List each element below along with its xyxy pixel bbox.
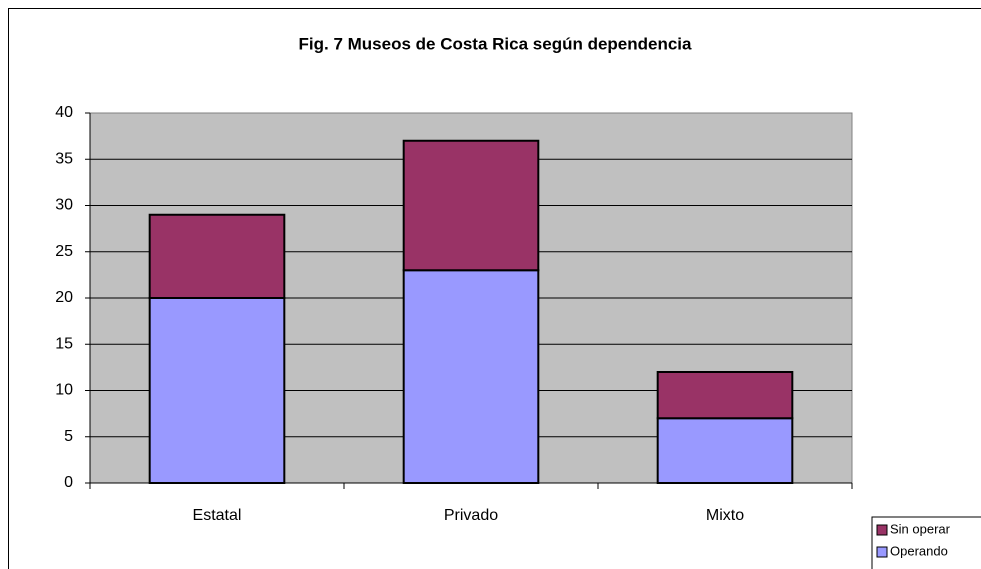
bar-segment (656, 371, 794, 420)
x-tick-label: Privado (444, 507, 498, 524)
bar-segment (148, 297, 286, 484)
x-tick-label: Estatal (193, 507, 242, 524)
bar-segment (402, 139, 540, 272)
y-tick-label: 0 (64, 474, 73, 491)
y-tick-label: 30 (55, 197, 73, 214)
x-tick-label: Mixto (706, 507, 744, 524)
y-tick-label: 5 (64, 428, 73, 445)
y-tick-label: 35 (55, 150, 73, 167)
y-tick-label: 25 (55, 243, 73, 260)
bar-segment (148, 213, 286, 299)
y-tick-label: 10 (55, 382, 73, 399)
y-tick-label: 20 (55, 289, 73, 306)
y-tick-label: 15 (55, 335, 73, 352)
chart-title: Fig. 7 Museos de Costa Rica según depend… (299, 34, 693, 53)
y-tick-label: 40 (55, 104, 73, 121)
legend-label: Operando (890, 543, 948, 558)
bar-segment (402, 269, 540, 484)
legend-swatch (876, 524, 888, 536)
legend-label: Sin operar (890, 521, 951, 536)
bar-segment (656, 417, 794, 484)
legend-box (871, 516, 981, 569)
legend-swatch (876, 546, 888, 558)
